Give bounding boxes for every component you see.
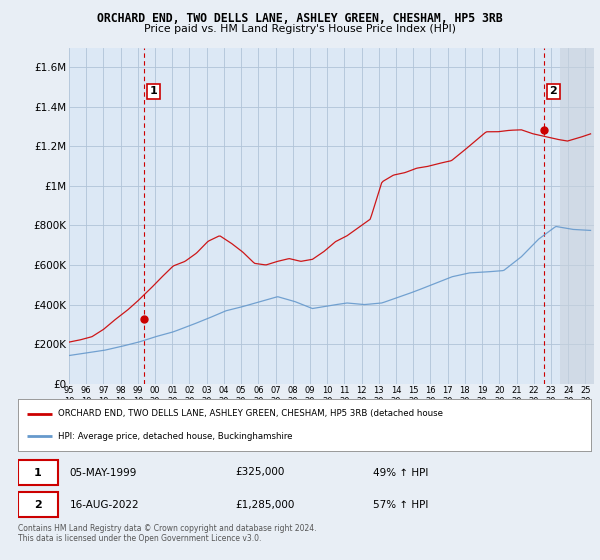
Text: ORCHARD END, TWO DELLS LANE, ASHLEY GREEN, CHESHAM, HP5 3RB: ORCHARD END, TWO DELLS LANE, ASHLEY GREE… xyxy=(97,12,503,25)
Text: 2: 2 xyxy=(34,500,42,510)
Text: 49% ↑ HPI: 49% ↑ HPI xyxy=(373,468,428,478)
Text: £325,000: £325,000 xyxy=(236,468,285,478)
Text: 1: 1 xyxy=(34,468,42,478)
Text: 2: 2 xyxy=(550,86,557,96)
Text: 1: 1 xyxy=(149,86,157,96)
Text: Price paid vs. HM Land Registry's House Price Index (HPI): Price paid vs. HM Land Registry's House … xyxy=(144,24,456,34)
Text: HPI: Average price, detached house, Buckinghamshire: HPI: Average price, detached house, Buck… xyxy=(58,432,293,441)
Text: Contains HM Land Registry data © Crown copyright and database right 2024.
This d: Contains HM Land Registry data © Crown c… xyxy=(18,524,317,543)
FancyBboxPatch shape xyxy=(18,492,58,517)
Text: 05-MAY-1999: 05-MAY-1999 xyxy=(70,468,137,478)
Text: £1,285,000: £1,285,000 xyxy=(236,500,295,510)
Text: ORCHARD END, TWO DELLS LANE, ASHLEY GREEN, CHESHAM, HP5 3RB (detached house: ORCHARD END, TWO DELLS LANE, ASHLEY GREE… xyxy=(58,409,443,418)
FancyBboxPatch shape xyxy=(18,460,58,485)
Text: 16-AUG-2022: 16-AUG-2022 xyxy=(70,500,139,510)
Text: 57% ↑ HPI: 57% ↑ HPI xyxy=(373,500,428,510)
Bar xyxy=(560,48,594,384)
